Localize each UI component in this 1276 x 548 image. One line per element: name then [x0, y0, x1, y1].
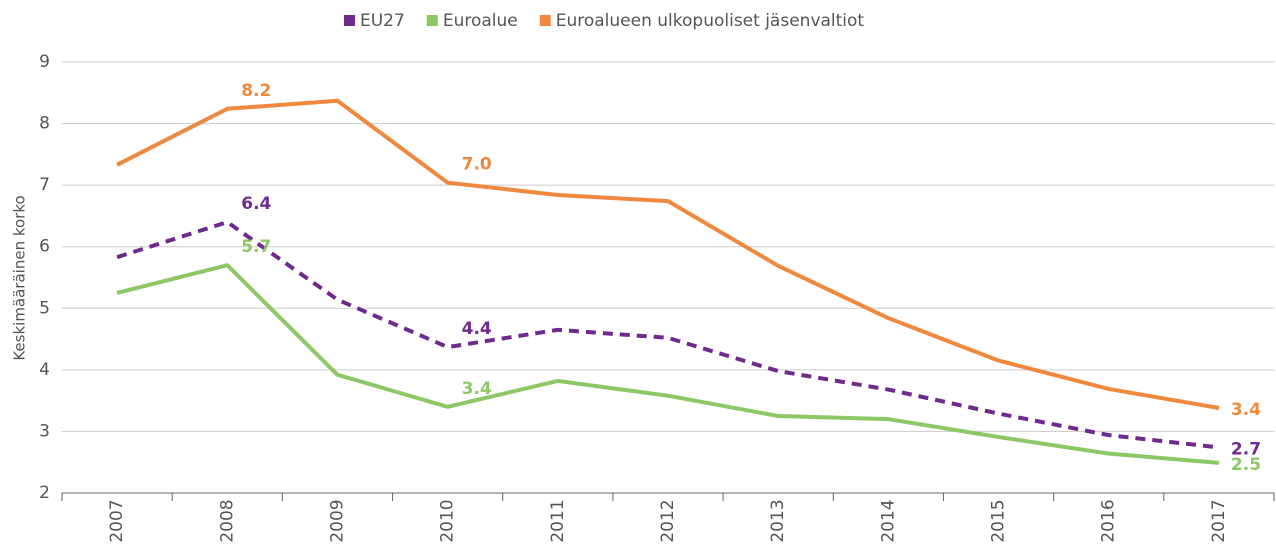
x-tick-label: 2012: [658, 499, 678, 542]
x-tick-label: 2014: [878, 499, 898, 542]
y-tick-label: 7: [39, 175, 50, 195]
data-label: 2.5: [1231, 455, 1261, 475]
y-tick-label: 4: [39, 360, 50, 380]
y-tick-label: 3: [39, 421, 50, 441]
x-tick-label: 2017: [1209, 499, 1229, 542]
x-tick-label: 2009: [327, 499, 347, 542]
y-tick-label: 8: [39, 114, 50, 134]
y-tick-label: 9: [39, 52, 50, 72]
legend-label: Euroalue: [443, 11, 518, 31]
data-label: 3.4: [1231, 400, 1261, 420]
x-tick-label: 2008: [217, 499, 237, 542]
y-axis-label: Keskimääräinen korko: [11, 195, 29, 360]
data-label: 3.4: [462, 379, 492, 399]
data-label: 7.0: [462, 155, 492, 175]
x-tick-label: 2015: [989, 499, 1009, 542]
x-tick-label: 2016: [1099, 499, 1119, 542]
data-label: 8.2: [241, 81, 271, 101]
legend-label: EU27: [360, 11, 405, 31]
legend-swatch: [426, 15, 438, 26]
series-line: [116, 220, 1220, 450]
series-line: [116, 98, 1220, 411]
series-line: [116, 263, 1220, 465]
legend-label: Euroalueen ulkopuoliset jäsenvaltiot: [556, 11, 865, 31]
legend-swatch: [539, 15, 551, 26]
x-tick-label: 2007: [107, 499, 127, 542]
x-tick-label: 2013: [768, 499, 788, 542]
legend-swatch: [344, 15, 355, 26]
data-label: 6.4: [241, 194, 271, 214]
x-tick-label: 2011: [548, 499, 568, 542]
x-tick-label: 2010: [438, 499, 458, 542]
data-label: 2.7: [1231, 439, 1261, 459]
y-tick-label: 5: [39, 298, 50, 318]
data-label: 5.7: [241, 237, 271, 257]
y-tick-label: 6: [39, 237, 50, 257]
y-tick-label: 2: [39, 483, 50, 503]
data-label: 4.4: [462, 319, 492, 339]
